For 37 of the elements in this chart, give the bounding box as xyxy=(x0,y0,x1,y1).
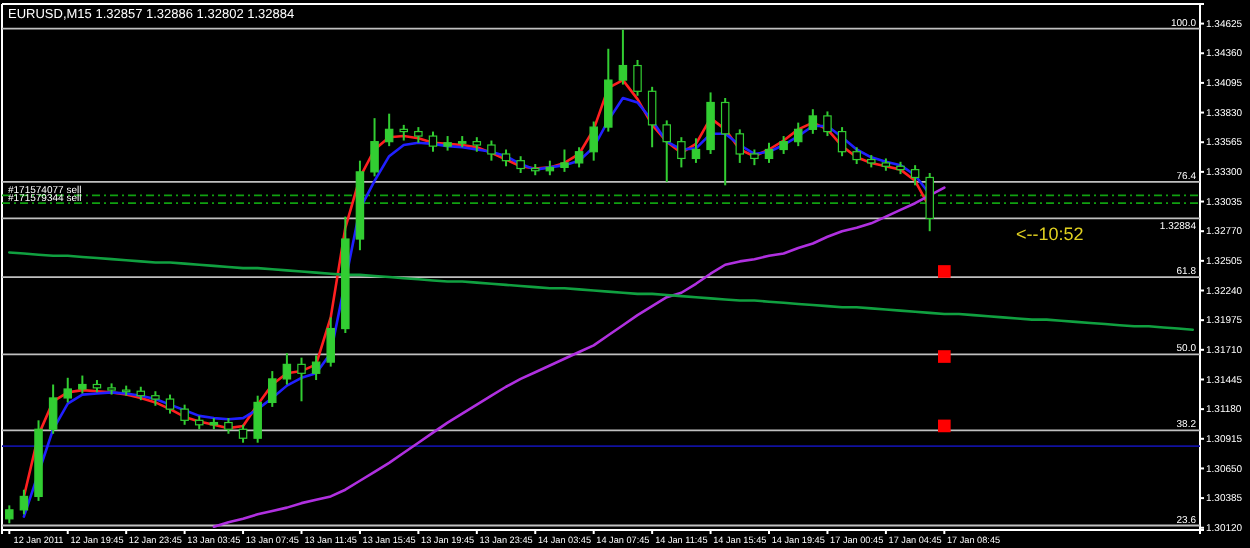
annotation: <--10:52 xyxy=(1016,224,1084,244)
candlestick xyxy=(19,488,29,516)
candlestick xyxy=(677,136,686,169)
candlestick xyxy=(384,112,394,148)
candlestick xyxy=(662,119,671,183)
candlestick xyxy=(910,164,920,187)
candlestick xyxy=(735,128,745,164)
candlestick xyxy=(706,91,715,155)
candlestick xyxy=(604,47,613,133)
candlestick xyxy=(63,376,72,404)
candlestick xyxy=(165,393,175,415)
candlestick xyxy=(793,121,803,148)
candlestick xyxy=(326,316,335,368)
candlestick xyxy=(691,137,701,164)
candlestick xyxy=(925,171,934,233)
candlestick xyxy=(297,356,306,403)
candlestick xyxy=(647,85,657,149)
candlestick xyxy=(764,141,774,164)
candlestick xyxy=(808,108,818,135)
line-series xyxy=(8,251,1194,331)
candlestick xyxy=(487,139,496,162)
candlestick xyxy=(253,394,262,444)
candlestick xyxy=(837,126,847,158)
candlestick xyxy=(720,97,730,187)
candlestick xyxy=(268,370,277,408)
candlestick xyxy=(633,58,642,97)
candlestick xyxy=(574,146,584,169)
candlestick xyxy=(282,352,292,386)
candlestick xyxy=(48,383,58,435)
candlestick xyxy=(311,354,321,382)
candlestick xyxy=(589,120,598,162)
candlestick xyxy=(823,110,832,138)
candlestick xyxy=(428,130,438,153)
candlestick xyxy=(180,403,189,426)
candlestick xyxy=(618,28,628,86)
candlestick xyxy=(560,148,569,173)
candlestick xyxy=(370,117,379,178)
